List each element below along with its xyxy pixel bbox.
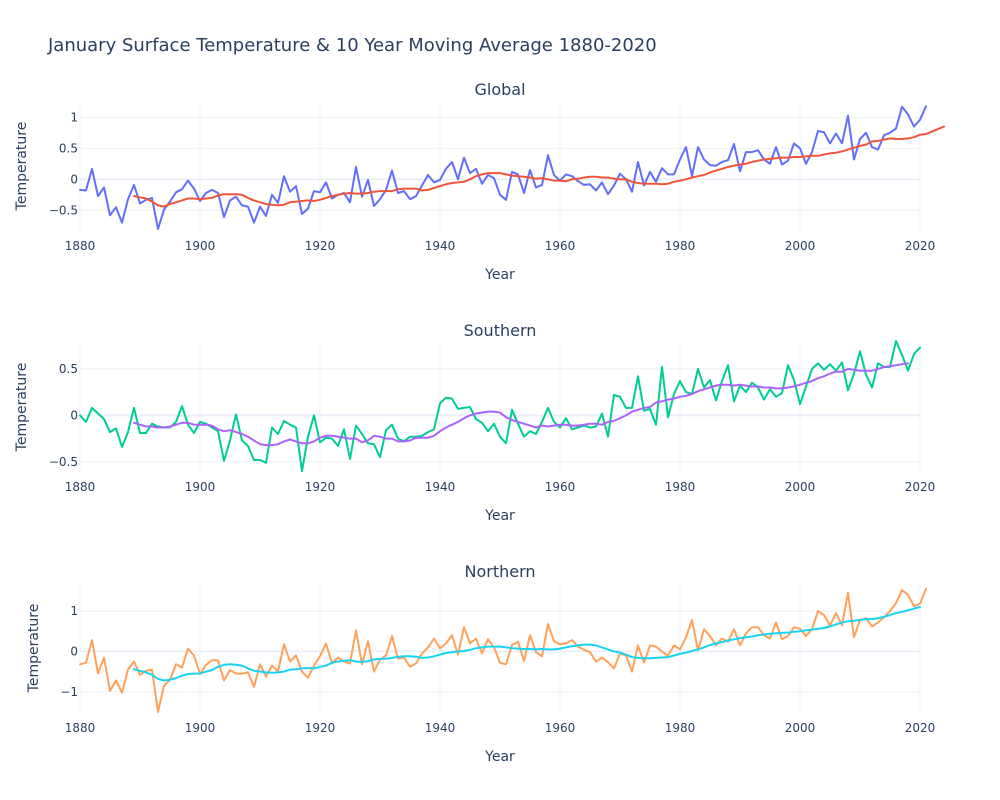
southern-x-tick-label: 1880: [65, 480, 96, 494]
southern-y-tick-label: 0: [70, 408, 78, 422]
global-x-tick-label: 1920: [305, 239, 336, 253]
northern-x-tick-label: 2000: [785, 721, 816, 735]
global-x-tick-label: 1980: [665, 239, 696, 253]
southern-subplot-title: Southern: [464, 321, 537, 340]
global-y-tick-label: 0.5: [59, 141, 78, 155]
northern-y-tick-label: 0: [70, 644, 78, 658]
southern-x-tick-label: 1920: [305, 480, 336, 494]
northern-y-axis-title: Temperature: [26, 604, 42, 694]
global-moving-average-line: [133, 125, 945, 208]
southern-y-tick-label: 0.5: [59, 362, 78, 376]
global-x-tick-label: 2020: [905, 239, 936, 253]
northern-subplot-title: Northern: [464, 562, 535, 581]
southern-x-tick-label: 1960: [545, 480, 576, 494]
global-y-tick-label: 1: [70, 110, 78, 124]
global-x-tick-label: 1940: [425, 239, 456, 253]
southern-x-tick-label: 1940: [425, 480, 456, 494]
chart-title: January Surface Temperature & 10 Year Mo…: [47, 35, 657, 56]
global-subplot-title: Global: [474, 80, 525, 99]
southern-x-tick-label: 2000: [785, 480, 816, 494]
global-y-tick-label: 0: [70, 172, 78, 186]
northern-x-tick-label: 1960: [545, 721, 576, 735]
global-x-axis-title: Year: [484, 267, 515, 283]
northern-y-tick-label: 1: [70, 604, 78, 618]
southern-x-tick-label: 1900: [185, 480, 216, 494]
global-temperature-line: [79, 105, 927, 230]
northern-x-tick-label: 1940: [425, 721, 456, 735]
global-x-tick-label: 1900: [185, 239, 216, 253]
northern-x-tick-label: 2020: [905, 721, 936, 735]
northern-x-tick-label: 1900: [185, 721, 216, 735]
global-x-tick-label: 1960: [545, 239, 576, 253]
southern-temperature-line: [79, 340, 921, 473]
northern-temperature-line: [79, 587, 927, 713]
global-x-tick-label: 2000: [785, 239, 816, 253]
northern-y-tick-label: −1: [60, 685, 78, 699]
northern-x-tick-label: 1980: [665, 721, 696, 735]
southern-y-tick-label: −0.5: [49, 455, 78, 469]
southern-moving-average-line: [133, 362, 909, 447]
northern-x-axis-title: Year: [484, 749, 515, 765]
southern-x-tick-label: 2020: [905, 480, 936, 494]
global-x-tick-label: 1880: [65, 239, 96, 253]
global-y-axis-title: Temperature: [14, 122, 30, 212]
southern-x-axis-title: Year: [484, 508, 515, 524]
southern-y-axis-title: Temperature: [14, 363, 30, 453]
northern-moving-average-line: [133, 606, 921, 682]
global-y-tick-label: −0.5: [49, 203, 78, 217]
northern-x-tick-label: 1920: [305, 721, 336, 735]
northern-x-tick-label: 1880: [65, 721, 96, 735]
southern-x-tick-label: 1980: [665, 480, 696, 494]
